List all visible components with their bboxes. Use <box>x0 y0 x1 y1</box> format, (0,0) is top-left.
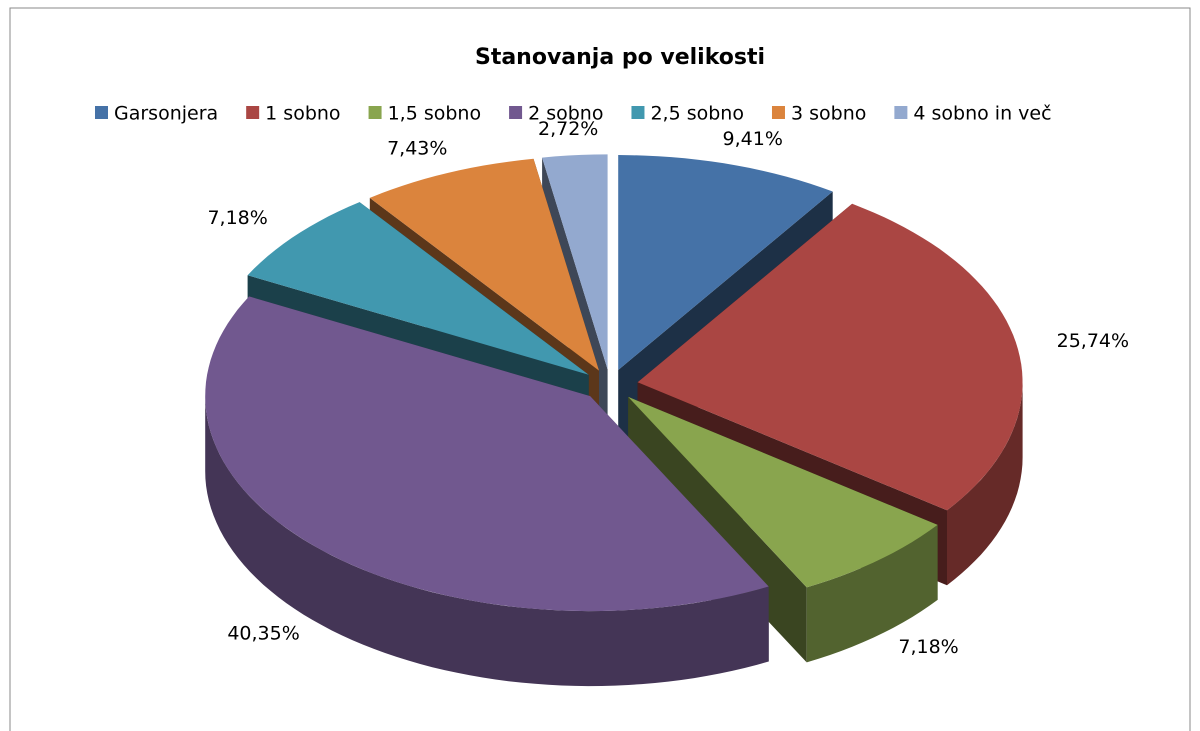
legend-swatch <box>368 106 382 119</box>
legend-label: 4 sobno in več <box>913 103 1051 125</box>
slice <box>247 202 589 375</box>
slice <box>369 158 599 371</box>
legend-label: 2,5 sobno <box>650 103 744 125</box>
slice-side <box>806 524 938 663</box>
slice <box>618 155 833 370</box>
data-label: 9,41% <box>723 128 783 150</box>
slice-side <box>947 382 1023 586</box>
legend-swatch <box>95 106 108 119</box>
data-label: 7,43% <box>387 138 447 160</box>
data-label: 7,18% <box>207 207 267 229</box>
legend-label: Garsonjera <box>114 103 218 125</box>
data-label: 7,18% <box>898 636 958 658</box>
legend-swatch <box>246 106 260 119</box>
legend-label: 1 sobno <box>265 103 340 125</box>
legend-swatch <box>894 106 908 119</box>
slice <box>637 203 1023 511</box>
slice <box>628 396 938 588</box>
data-label: 2,72% <box>538 118 598 140</box>
legend-swatch <box>631 106 645 119</box>
legend-swatch <box>771 106 785 119</box>
legend-label: 3 sobno <box>791 103 866 125</box>
legend-label: 1,5 sobno <box>388 103 482 125</box>
legend-label: 2 sobno <box>528 103 603 125</box>
slice-side <box>205 396 769 687</box>
slice <box>542 154 608 370</box>
data-label: 40,35% <box>227 622 299 644</box>
legend-swatch <box>509 106 523 119</box>
chart-title: Stanovanja po velikosti <box>475 45 765 70</box>
data-label: 25,74% <box>1057 330 1129 352</box>
slice <box>205 296 769 612</box>
